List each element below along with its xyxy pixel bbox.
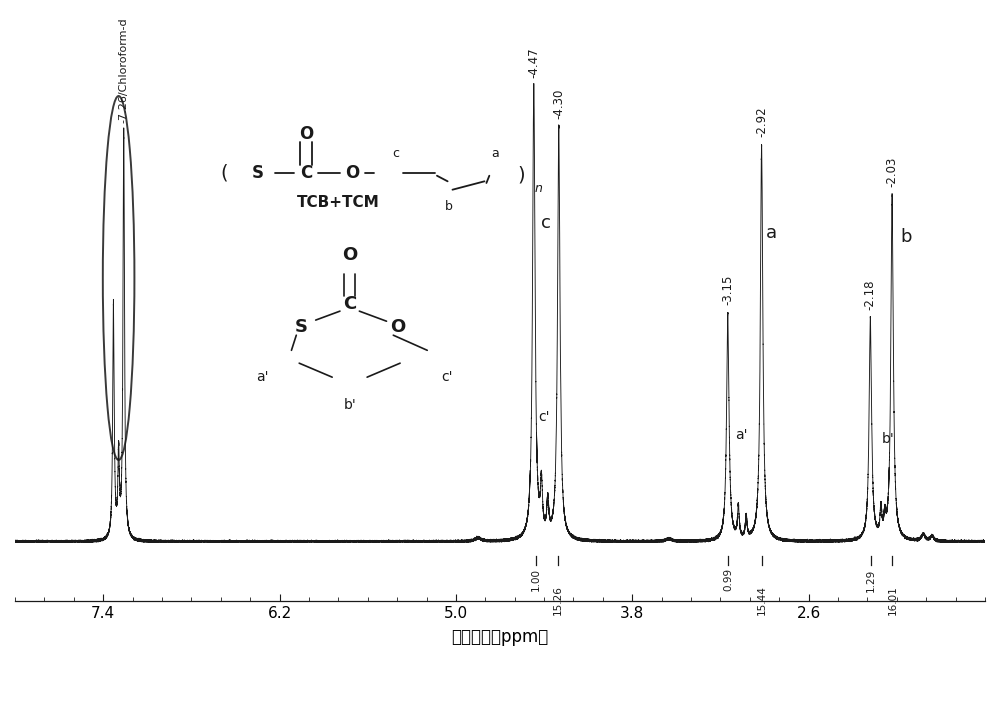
Text: c: c <box>541 214 551 233</box>
Text: O: O <box>342 246 357 264</box>
Text: -4.47: -4.47 <box>527 47 540 78</box>
Text: 16.01: 16.01 <box>887 585 897 615</box>
Text: -2.03: -2.03 <box>886 157 899 187</box>
Text: $\it{(}$: $\it{(}$ <box>220 162 228 183</box>
Text: 1.29: 1.29 <box>866 568 876 591</box>
Text: 0.99: 0.99 <box>723 568 733 591</box>
Text: c: c <box>393 147 400 160</box>
Text: c': c' <box>538 410 550 424</box>
Text: TCB+TCM: TCB+TCM <box>297 195 380 209</box>
Text: b: b <box>900 228 911 246</box>
Text: S: S <box>252 164 264 182</box>
Text: O: O <box>391 318 406 336</box>
Text: 15.26: 15.26 <box>553 585 563 615</box>
Text: b: b <box>445 200 453 213</box>
Text: n: n <box>535 181 543 195</box>
Text: b': b' <box>882 432 894 446</box>
Text: -7.26/Chloroform-d: -7.26/Chloroform-d <box>119 18 129 123</box>
Text: a': a' <box>736 428 748 441</box>
Text: O: O <box>345 164 360 182</box>
Text: 15.44: 15.44 <box>757 585 767 615</box>
Text: -2.92: -2.92 <box>755 106 768 137</box>
Text: S: S <box>295 318 308 336</box>
Text: C: C <box>300 164 312 182</box>
Text: O: O <box>299 124 313 143</box>
X-axis label: 化学位移（ppm）: 化学位移（ppm） <box>451 628 549 646</box>
Text: -3.15: -3.15 <box>721 275 734 305</box>
Text: c': c' <box>441 370 452 384</box>
Text: a: a <box>766 224 777 242</box>
Text: -2.18: -2.18 <box>864 279 877 310</box>
Text: C: C <box>343 295 356 314</box>
Text: $\it{)}$: $\it{)}$ <box>517 164 525 185</box>
Text: b': b' <box>343 398 356 412</box>
Text: 1.00: 1.00 <box>531 568 541 591</box>
Text: a': a' <box>256 370 269 384</box>
Text: a: a <box>491 147 499 160</box>
Text: -4.30: -4.30 <box>552 89 565 119</box>
